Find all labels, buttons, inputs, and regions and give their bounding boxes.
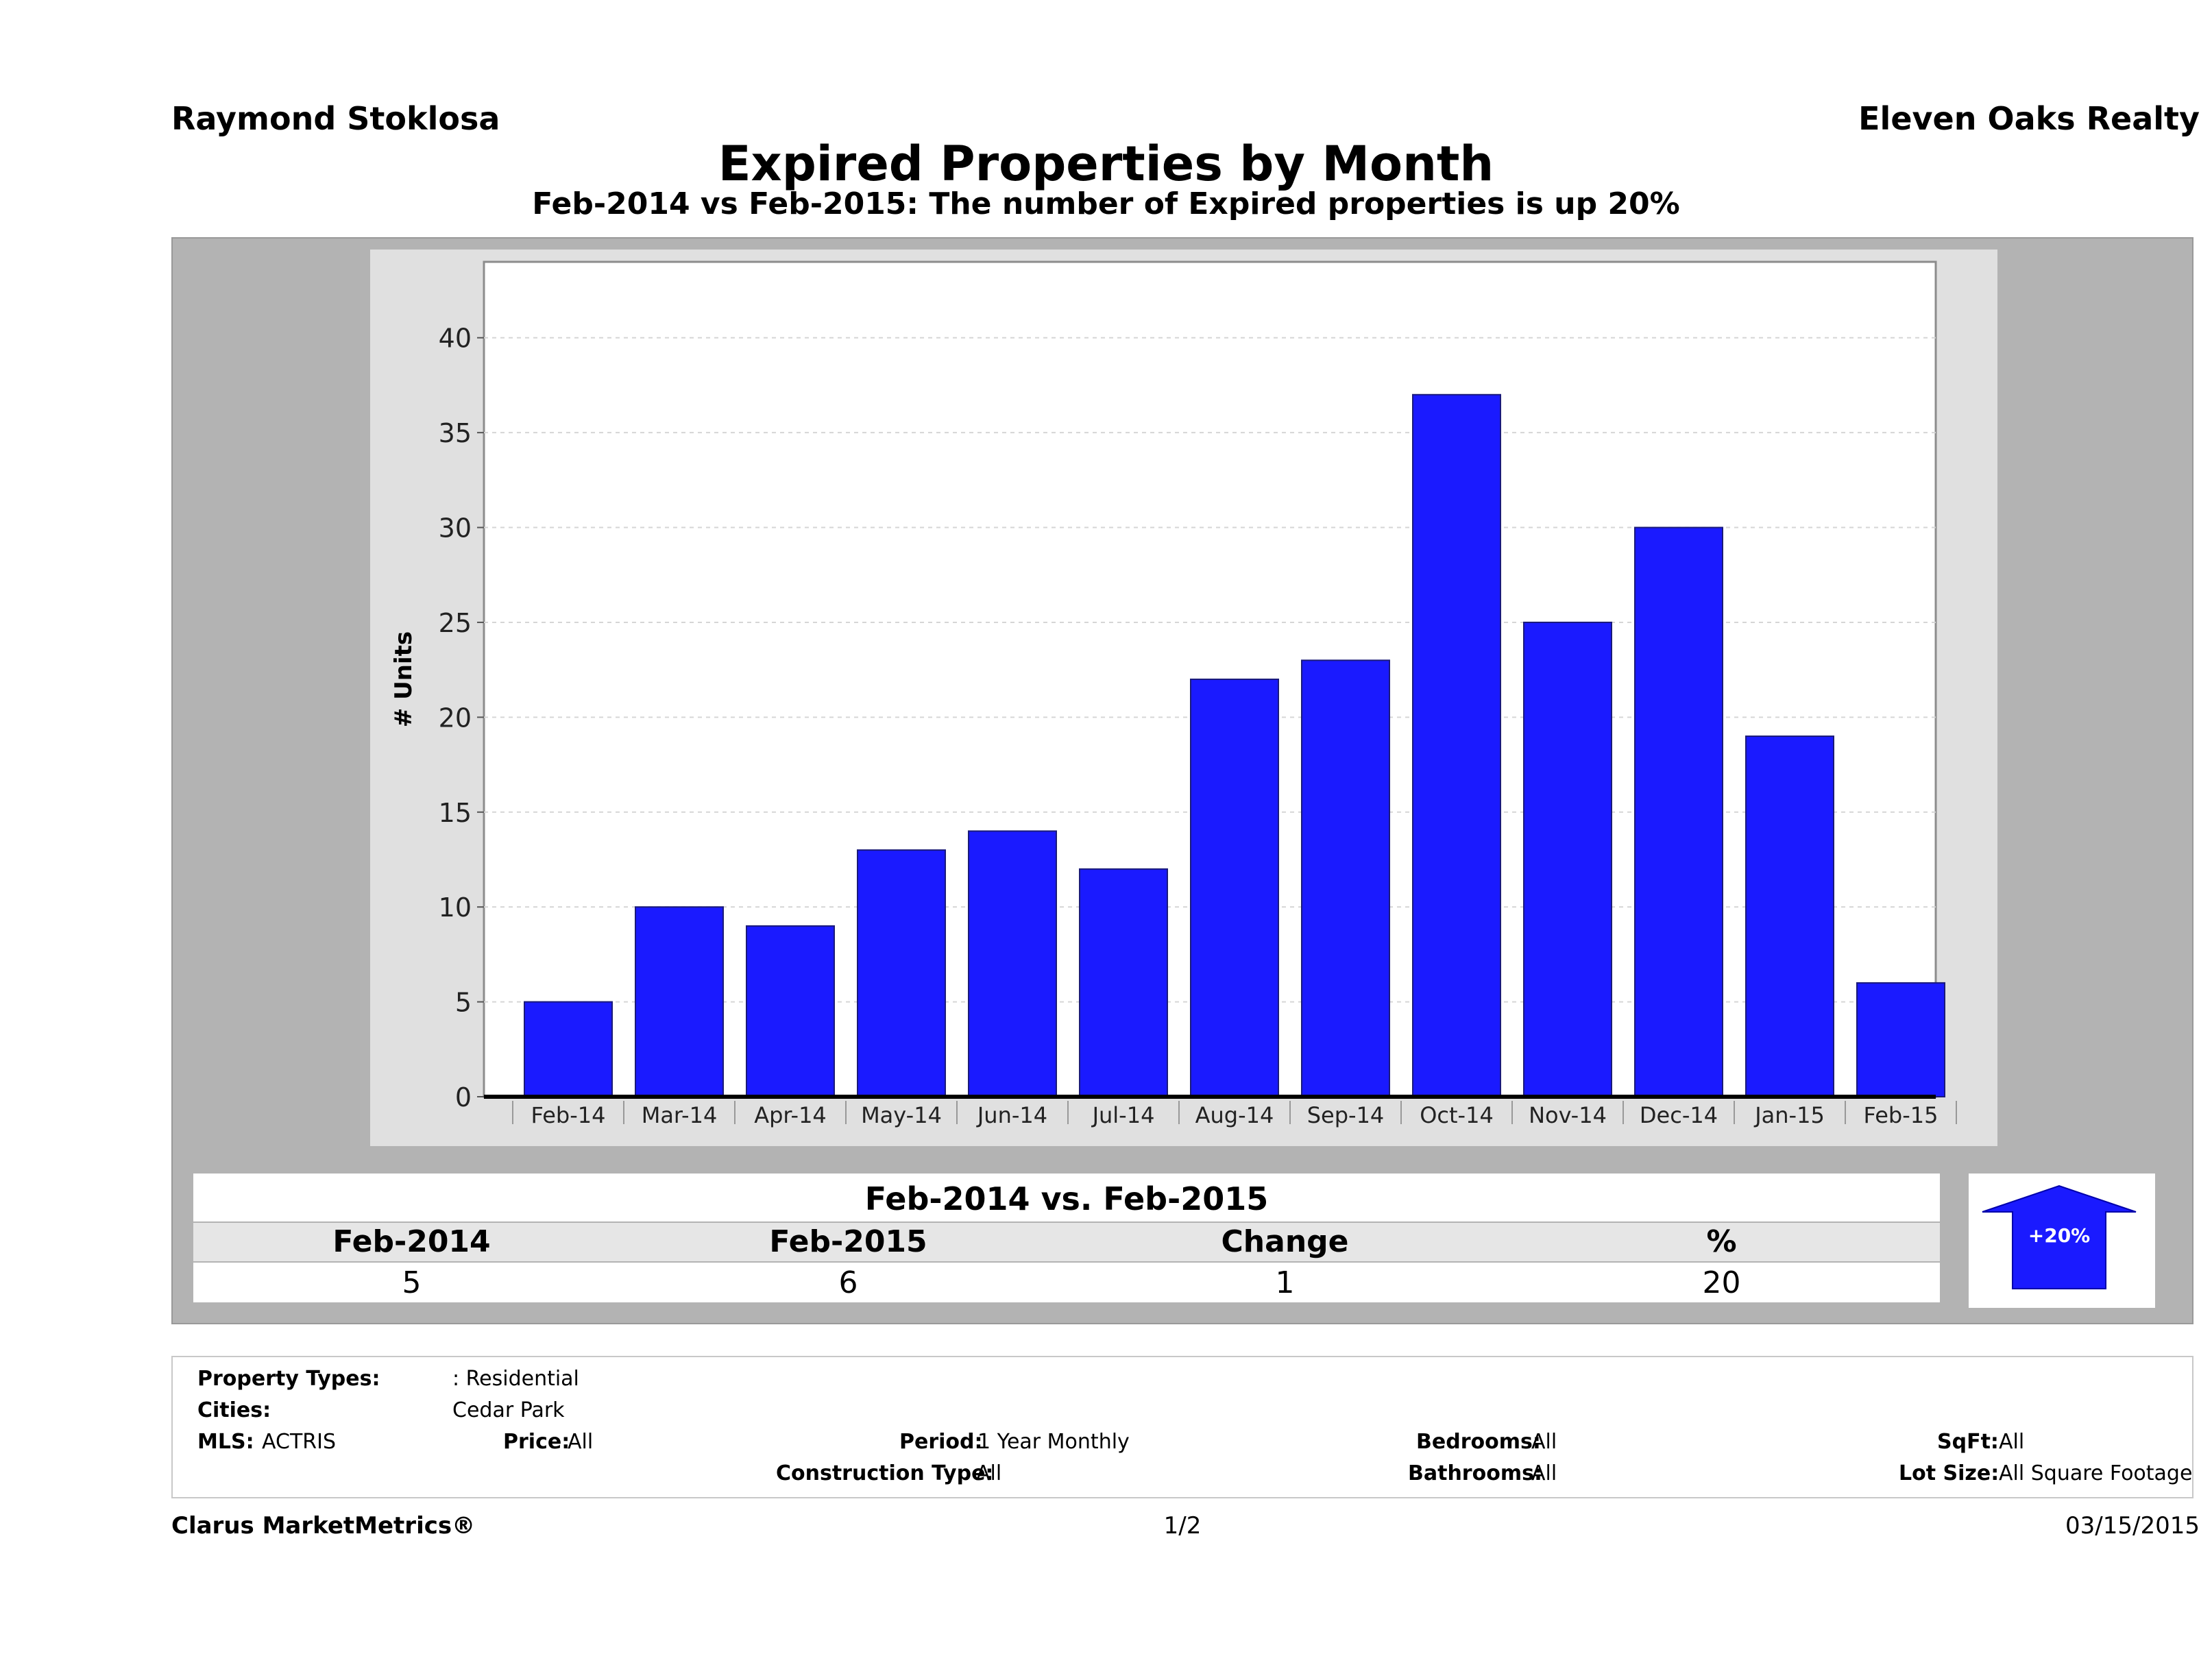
bar (524, 1001, 613, 1098)
x-tick-label: Jan-15 (1753, 1102, 1825, 1128)
bar (746, 925, 835, 1098)
chart-panel: 0 5 10 15 20 25 30 35 40 # Units Feb-14 Mar-14 Apr-1… (370, 250, 1997, 1146)
lot-size-label: Lot Size: (1899, 1461, 2000, 1485)
bar (857, 849, 946, 1097)
bar (1856, 982, 1945, 1097)
bedrooms-value: All (1531, 1430, 1557, 1454)
brand-footer: Clarus MarketMetrics® (171, 1512, 476, 1540)
summary-value-feb2014: 5 (402, 1265, 422, 1300)
y-tick-label: 35 (439, 418, 472, 448)
y-tick-label: 5 (455, 988, 472, 1018)
change-badge-label: +20% (2028, 1224, 2090, 1247)
chart-title: Expired Properties by Month (718, 136, 1494, 192)
cities-label: Cities: (197, 1398, 271, 1422)
bar (635, 906, 724, 1097)
x-tick-label: Dec-14 (1640, 1102, 1718, 1128)
property-types-label: Property Types: (197, 1367, 380, 1391)
bar (1079, 868, 1168, 1097)
mls-value: ACTRIS (262, 1430, 337, 1454)
bedrooms-label: Bedrooms: (1416, 1430, 1541, 1454)
price-label: Price: (503, 1430, 570, 1454)
summary-header-change: Change (1221, 1224, 1349, 1259)
bar-chart: 0 5 10 15 20 25 30 35 40 # Units Feb-14 Mar-14 Apr-1… (390, 260, 1957, 1128)
bar (1301, 659, 1390, 1097)
summary-value-row: 5 6 1 20 (193, 1263, 1940, 1302)
report-date: 03/15/2015 (2065, 1512, 2200, 1540)
x-tick-label: Oct-14 (1420, 1102, 1494, 1128)
construction-label: Construction Type: (776, 1461, 994, 1485)
x-tick-label: Apr-14 (754, 1102, 827, 1128)
summary-title: Feb-2014 vs. Feb-2015 (864, 1180, 1269, 1217)
bar (1745, 735, 1834, 1097)
summary-value-change: 1 (1275, 1265, 1295, 1300)
y-tick-label: 0 (455, 1082, 472, 1112)
bar (1634, 526, 1723, 1097)
x-tick-label: Aug-14 (1195, 1102, 1274, 1128)
page-number: 1/2 (1163, 1512, 1202, 1540)
sqft-value: All (1999, 1430, 2025, 1454)
summary-header-feb2014: Feb-2014 (332, 1224, 491, 1259)
y-tick-label: 40 (439, 324, 472, 354)
x-tick-label: Jul-14 (1091, 1102, 1155, 1128)
lot-size-value: All Square Footage (1999, 1461, 2193, 1485)
filter-box: Property Types: : Residential Cities: Ce… (171, 1356, 2193, 1498)
bar (1412, 393, 1501, 1098)
x-tick-label: Sep-14 (1307, 1102, 1385, 1128)
summary-header-feb2015: Feb-2015 (769, 1224, 927, 1259)
x-tick-label: May-14 (861, 1102, 942, 1128)
change-badge: +20% (1969, 1174, 2155, 1308)
cities-value: Cedar Park (452, 1398, 565, 1422)
period-label: Period: (899, 1430, 983, 1454)
chart-subtitle: Feb-2014 vs Feb-2015: The number of Expi… (532, 186, 1680, 221)
company-name: Eleven Oaks Realty (1858, 100, 2200, 137)
y-tick-label: 20 (439, 703, 472, 733)
price-value: All (568, 1430, 594, 1454)
bathrooms-label: Bathrooms: (1408, 1461, 1542, 1485)
bar (1523, 621, 1612, 1097)
summary-value-percent: 20 (1702, 1265, 1741, 1300)
summary-header-row: Feb-2014 Feb-2015 Change % (193, 1223, 1940, 1261)
summary-title-row: Feb-2014 vs. Feb-2015 (193, 1174, 1940, 1221)
arrow-shape (1982, 1184, 2137, 1289)
y-tick-label: 10 (439, 892, 472, 923)
y-tick-label: 30 (439, 513, 472, 544)
y-tick-label: 25 (439, 608, 472, 638)
sqft-label: SqFt: (1937, 1430, 1999, 1454)
agent-name: Raymond Stoklosa (171, 100, 500, 137)
mls-label: MLS: (197, 1430, 254, 1454)
up-arrow-icon: +20% (1982, 1184, 2137, 1289)
x-tick-label: Feb-14 (531, 1102, 606, 1128)
x-tick-label: Feb-15 (1864, 1102, 1938, 1128)
period-value: 1 Year Monthly (977, 1430, 1130, 1454)
property-types-value: : Residential (452, 1367, 579, 1391)
summary-header-percent: % (1706, 1224, 1737, 1259)
x-tick-label: Nov-14 (1529, 1102, 1607, 1128)
construction-value: All (976, 1461, 1002, 1485)
bar (968, 830, 1057, 1097)
bar (1190, 679, 1279, 1097)
bathrooms-value: All (1531, 1461, 1557, 1485)
summary-value-feb2015: 6 (838, 1265, 858, 1300)
x-tick-label: Mar-14 (642, 1102, 718, 1128)
x-tick-label: Jun-14 (976, 1102, 1047, 1128)
y-axis-label: # Units (390, 631, 417, 727)
y-tick-label: 15 (439, 798, 472, 828)
summary-table: Feb-2014 vs. Feb-2015 Feb-2014 Feb-2015 … (193, 1174, 1940, 1308)
